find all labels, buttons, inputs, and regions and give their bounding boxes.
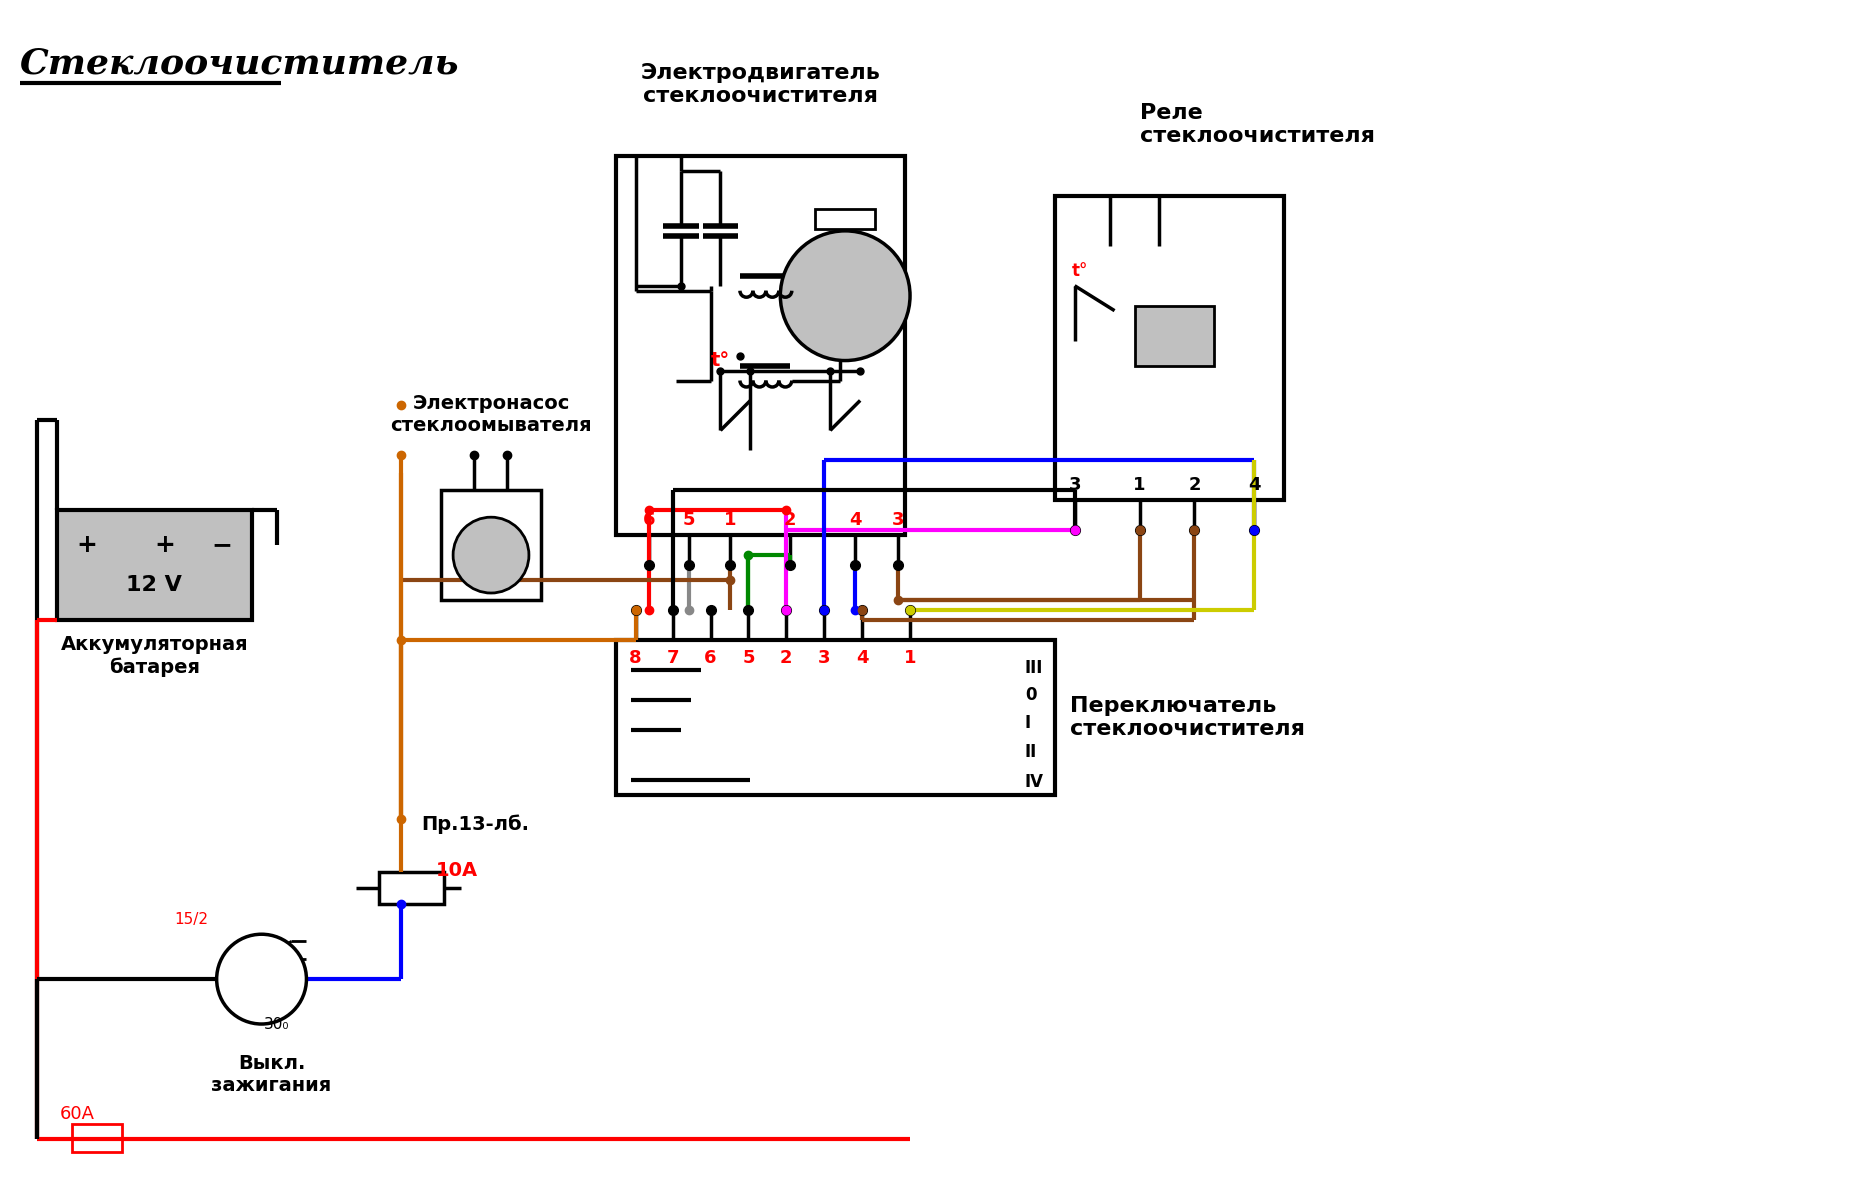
- Bar: [72, 1124, 122, 1152]
- Text: 3: 3: [1068, 476, 1081, 494]
- Bar: [441, 490, 542, 600]
- Text: 15/2: 15/2: [174, 912, 210, 927]
- Text: 1: 1: [1133, 476, 1146, 494]
- Text: Стеклоочиститель: Стеклоочиститель: [20, 47, 460, 81]
- Text: 2: 2: [781, 649, 792, 667]
- Bar: [378, 873, 443, 904]
- Text: 1: 1: [903, 649, 916, 667]
- Text: IV: IV: [1024, 773, 1044, 791]
- Text: +: +: [154, 534, 174, 558]
- Text: 4: 4: [1248, 476, 1261, 494]
- Bar: [1135, 305, 1215, 365]
- Text: 4: 4: [850, 511, 861, 529]
- Text: 6: 6: [642, 511, 655, 529]
- Text: I: I: [1024, 714, 1031, 732]
- Text: 3: 3: [892, 511, 905, 529]
- Text: 30₀: 30₀: [263, 1017, 289, 1031]
- Bar: [58, 510, 252, 620]
- Text: 6: 6: [705, 649, 716, 667]
- Text: 2: 2: [1189, 476, 1200, 494]
- Text: t°: t°: [1072, 262, 1087, 280]
- Text: II: II: [1024, 743, 1037, 761]
- Text: 10А: 10А: [436, 862, 479, 880]
- Text: Реле
стеклоочистителя: Реле стеклоочистителя: [1139, 103, 1375, 147]
- Circle shape: [217, 934, 306, 1024]
- Text: 60A: 60A: [59, 1105, 95, 1123]
- Text: 0: 0: [1024, 686, 1037, 704]
- Text: 2: 2: [785, 511, 796, 529]
- Text: Электродвигатель
стеклоочистителя: Электродвигатель стеклоочистителя: [640, 63, 881, 106]
- Text: t°: t°: [710, 351, 731, 370]
- Text: Электронасос
стеклоомывателя: Электронасос стеклоомывателя: [390, 394, 592, 435]
- Bar: [1055, 196, 1284, 500]
- Text: 7: 7: [666, 649, 679, 667]
- Text: −: −: [211, 534, 232, 558]
- Text: Переключатель
стеклоочистителя: Переключатель стеклоочистителя: [1070, 696, 1304, 739]
- Text: Выкл.
зажигания: Выкл. зажигания: [211, 1054, 332, 1095]
- Text: Пр.13-лб.: Пр.13-лб.: [421, 815, 529, 834]
- Circle shape: [453, 517, 529, 593]
- Text: 12 V: 12 V: [126, 575, 182, 595]
- Text: 5: 5: [742, 649, 755, 667]
- Text: III: III: [1024, 659, 1043, 677]
- Text: 1: 1: [723, 511, 736, 529]
- Bar: [814, 209, 876, 228]
- Text: 5: 5: [683, 511, 696, 529]
- Text: 8: 8: [629, 649, 642, 667]
- Bar: [616, 639, 1055, 795]
- Text: Аккумуляторная
батарея: Аккумуляторная батарея: [61, 635, 249, 677]
- Bar: [616, 156, 905, 535]
- Text: +: +: [76, 534, 96, 558]
- Circle shape: [781, 231, 911, 361]
- Text: 4: 4: [855, 649, 868, 667]
- Text: 3: 3: [818, 649, 831, 667]
